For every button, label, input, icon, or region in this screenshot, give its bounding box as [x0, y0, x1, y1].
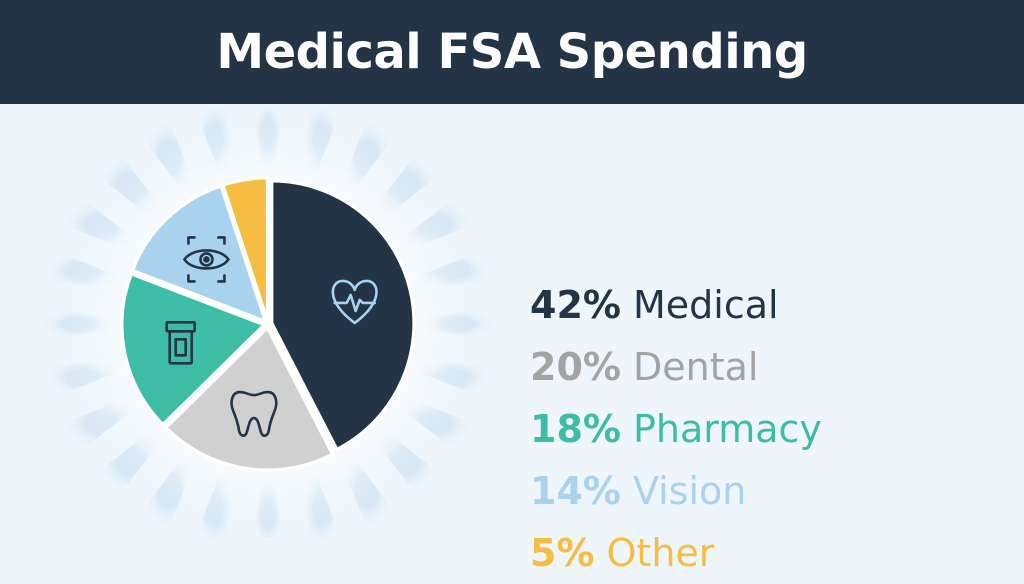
- legend-label: Vision: [632, 469, 747, 513]
- legend-item-other: 5% Other: [530, 522, 822, 584]
- pie-slice-dental: [164, 325, 335, 472]
- heart-pulse-icon: [331, 279, 378, 325]
- legend: 42% Medical 20% Dental 18% Pharmacy 14% Vision 5…: [530, 274, 822, 584]
- pill-bottle-icon: [165, 320, 196, 365]
- legend-percent: 42%: [530, 283, 621, 327]
- header-banner: Medical FSA Spending: [0, 0, 1024, 104]
- page-title: Medical FSA Spending: [216, 24, 808, 80]
- chart-area: 42% Medical 20% Dental 18% Pharmacy 14% Vision 5…: [0, 104, 1024, 575]
- pie-slice-pharmacy: [120, 272, 267, 427]
- legend-label: Medical: [632, 283, 779, 327]
- legend-percent: 18%: [530, 407, 621, 451]
- legend-percent: 5%: [530, 531, 595, 575]
- slice-icons: [165, 236, 378, 437]
- legend-label: Dental: [632, 345, 759, 389]
- legend-percent: 14%: [530, 469, 621, 513]
- legend-percent: 20%: [530, 345, 621, 389]
- legend-item-medical: 42% Medical: [530, 274, 822, 336]
- pie-slice-medical: [270, 179, 416, 452]
- pie-slices: [120, 176, 416, 472]
- eye-scan-icon: [183, 236, 230, 283]
- pie-chart: [38, 104, 498, 537]
- pie-slice-other: [221, 176, 269, 321]
- legend-label: Pharmacy: [632, 407, 822, 451]
- pie-slice-vision: [130, 184, 268, 324]
- legend-label: Other: [606, 531, 715, 575]
- legend-item-dental: 20% Dental: [530, 336, 822, 398]
- tooth-icon: [230, 390, 278, 437]
- legend-item-vision: 14% Vision: [530, 460, 822, 522]
- legend-item-pharmacy: 18% Pharmacy: [530, 398, 822, 460]
